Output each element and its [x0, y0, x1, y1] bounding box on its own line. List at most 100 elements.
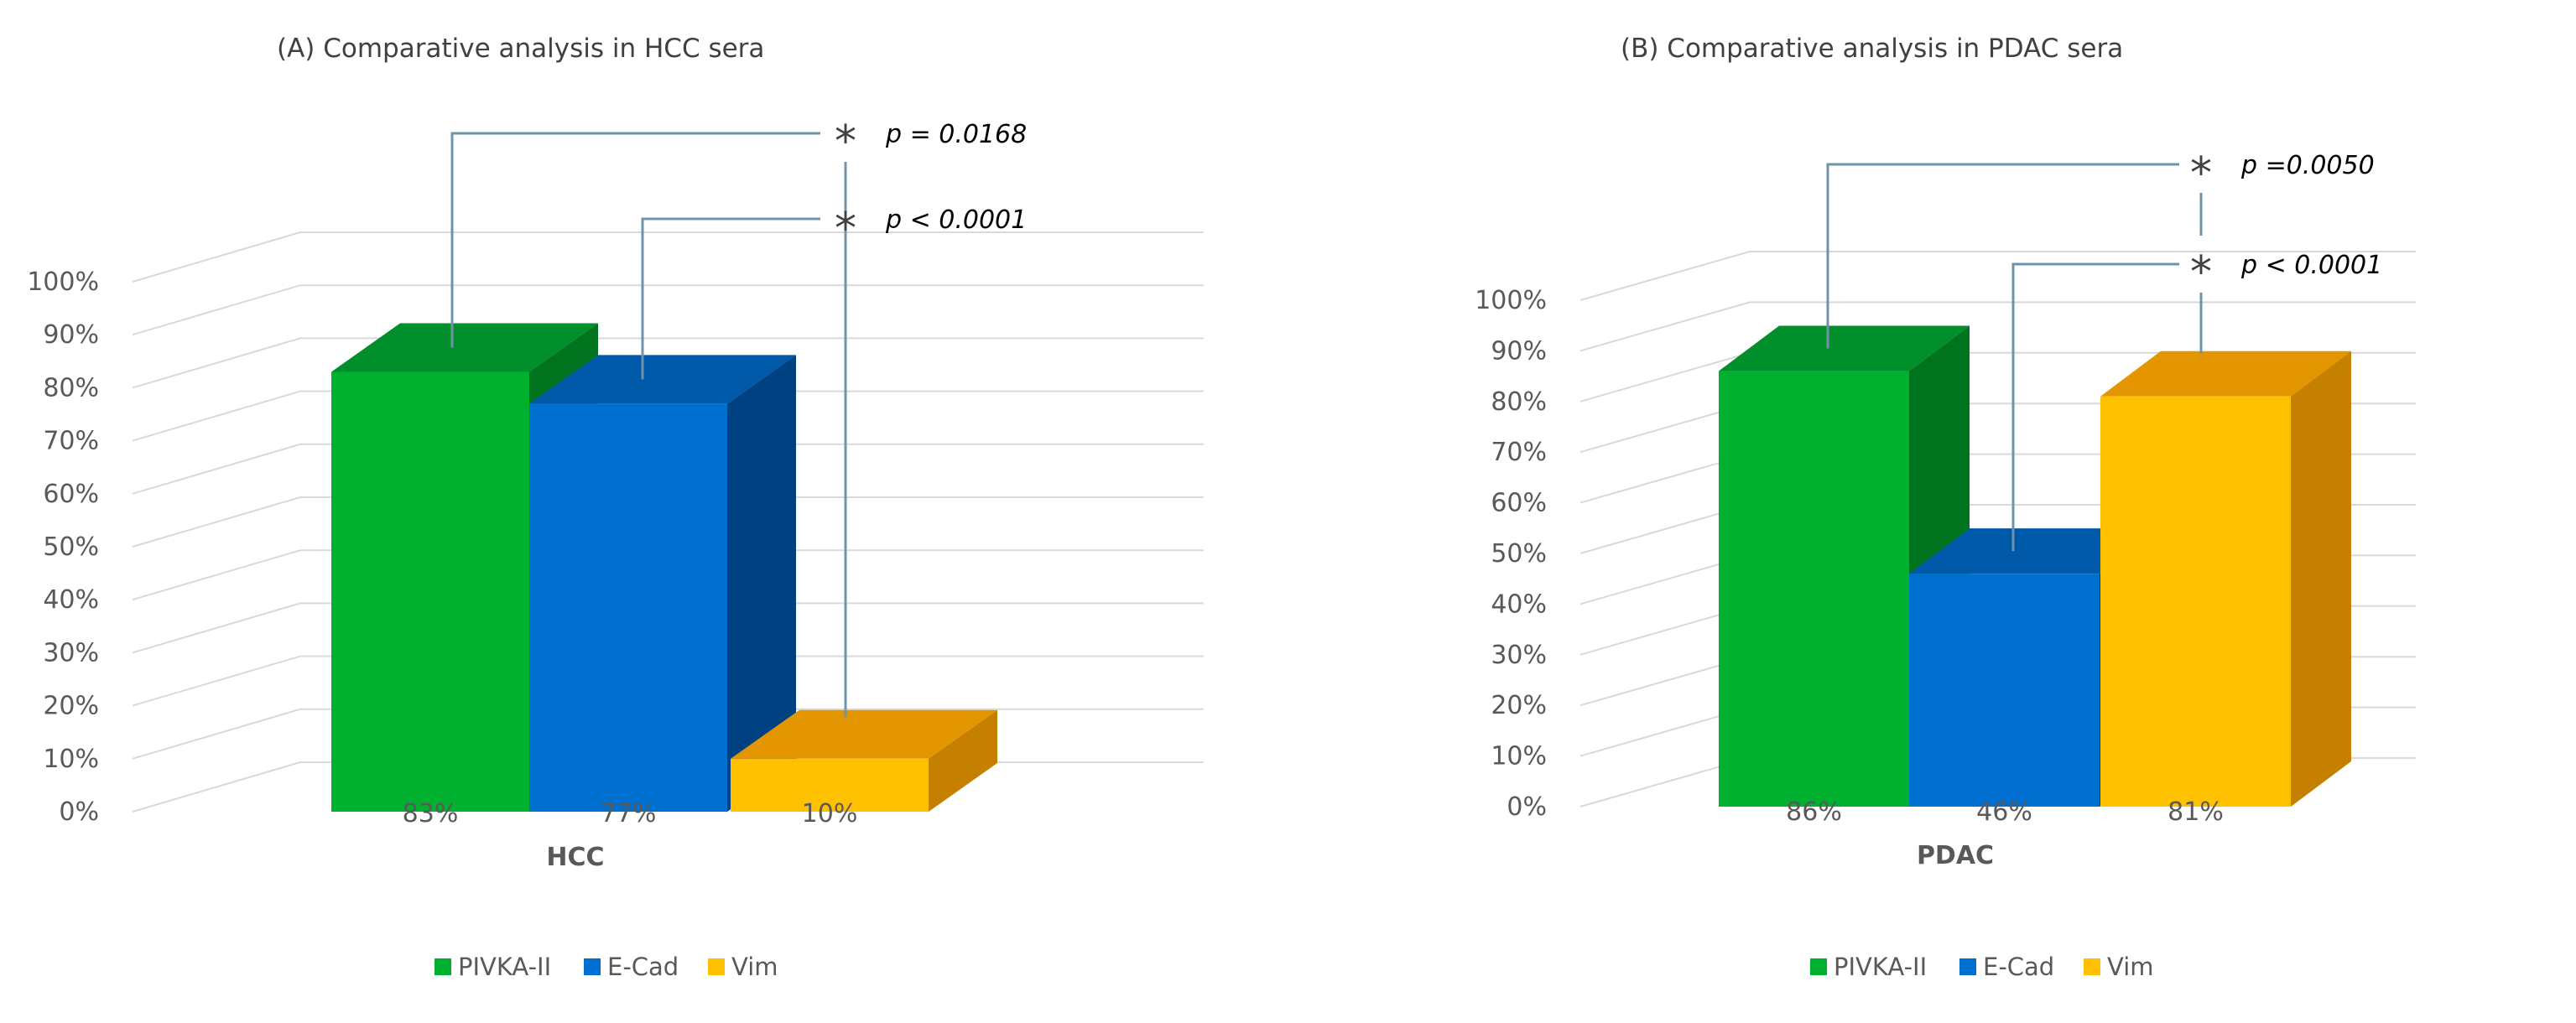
legend-label: PIVKA-II: [1834, 953, 1927, 981]
legend-label: Vim: [731, 953, 778, 981]
bar-front-face: [731, 758, 929, 812]
y-tick-label: 50%: [1491, 539, 1547, 569]
significance-annotation: * p < 0.0001: [2011, 247, 2382, 552]
legend-item: E-Cad: [584, 953, 679, 981]
y-tick-label: 10%: [1491, 742, 1547, 771]
legend: PIVKA-II E-Cad Vim: [435, 953, 778, 981]
x-axis-label: PDAC: [1917, 841, 1994, 870]
bracket-line: [641, 217, 820, 380]
chart-title: (A) Comparative analysis in HCC sera: [277, 34, 764, 64]
legend-swatch: [584, 958, 601, 975]
bar-vim: [731, 709, 997, 812]
significance-annotation: * p = 0.0168: [450, 117, 1027, 717]
y-tick-label: 30%: [1491, 641, 1547, 670]
y-tick-label: 50%: [43, 532, 99, 562]
bar-top-face: [731, 709, 997, 759]
legend-item: E-Cad: [1959, 953, 2054, 981]
chart-panel-a: (A) Comparative analysis in HCC sera 0% 10…: [27, 34, 1204, 981]
bar-value-label: 83%: [403, 799, 459, 828]
bar-side-face: [2291, 351, 2351, 807]
bar-value-label: 81%: [2167, 797, 2224, 827]
y-tick-label: 20%: [43, 692, 99, 721]
bar-top-face: [1719, 325, 1970, 371]
bar-front-face: [1909, 574, 2100, 807]
legend-item: Vim: [2084, 953, 2154, 981]
bar-top-face: [331, 323, 598, 372]
legend-swatch: [2084, 958, 2100, 975]
y-tick-label: 30%: [43, 638, 99, 667]
bar-top-face: [1909, 528, 2160, 574]
legend-item: PIVKA-II: [1810, 953, 1927, 981]
legend-swatch: [708, 958, 725, 975]
gridline: [132, 602, 1204, 654]
bar-top-face: [529, 355, 796, 404]
bar-value-label: 46%: [1976, 797, 2032, 827]
gridline: [132, 443, 1204, 495]
chart-panel-b: (B) Comparative analysis in PDAC sera 0% 1…: [1475, 34, 2416, 981]
bar-value-label: 77%: [601, 799, 657, 828]
significance-annotation: * p =0.0050: [1826, 148, 2375, 349]
bar-e-cad: [529, 355, 796, 812]
gridline: [132, 284, 1204, 336]
gridline: [132, 655, 1204, 707]
legend: PIVKA-II E-Cad Vim: [1810, 953, 2154, 981]
legend-label: PIVKA-II: [458, 953, 551, 981]
gridline: [132, 231, 1204, 283]
significance-star: *: [2190, 148, 2212, 199]
y-tick-label: 20%: [1491, 691, 1547, 720]
bracket-line: [1826, 163, 2179, 349]
significance-star: *: [2190, 247, 2212, 298]
p-value-label: p < 0.0001: [885, 205, 1027, 235]
gridline: [1579, 251, 2416, 301]
significance-annotation: * p < 0.0001: [641, 204, 1027, 380]
y-tick-label: 100%: [1475, 286, 1547, 315]
legend-swatch: [435, 958, 451, 975]
bar-top-face: [2100, 351, 2351, 397]
y-tick-label: 60%: [1491, 489, 1547, 518]
p-value-label: p =0.0050: [2240, 151, 2375, 180]
y-tick-label: 40%: [43, 585, 99, 615]
bar-value-label: 86%: [1786, 797, 1842, 827]
significance-star: *: [835, 204, 856, 254]
bracket-line: [2011, 262, 2179, 552]
legend-label: E-Cad: [607, 953, 679, 981]
bar-side-face: [929, 709, 997, 812]
y-tick-label: 90%: [1491, 336, 1547, 366]
y-tick-label: 0%: [1507, 792, 1547, 822]
y-tick-label: 90%: [43, 320, 99, 350]
y-tick-label: 60%: [43, 480, 99, 509]
p-value-label: p < 0.0001: [2240, 251, 2382, 280]
y-tick-label: 80%: [43, 373, 99, 402]
significance-star: *: [835, 117, 856, 167]
legend-swatch: [1810, 958, 1827, 975]
y-tick-label: 80%: [1491, 387, 1547, 417]
bracket-line: [450, 132, 820, 348]
gridline: [1579, 301, 2416, 352]
legend-item: Vim: [708, 953, 778, 981]
legend-label: E-Cad: [1983, 953, 2054, 981]
y-tick-label: 70%: [43, 427, 99, 456]
gridline: [132, 390, 1204, 442]
gridline: [132, 337, 1204, 389]
y-tick-label: 40%: [1491, 589, 1547, 619]
bar-front-face: [529, 403, 727, 812]
p-value-label: p = 0.0168: [885, 120, 1027, 149]
bar-vim: [2100, 351, 2351, 807]
gridline: [132, 496, 1204, 548]
y-tick-label: 100%: [27, 267, 99, 297]
legend-swatch: [1959, 958, 1976, 975]
bar-side-face: [727, 355, 796, 812]
gridline: [132, 708, 1204, 760]
bar-front-face: [1719, 371, 1909, 807]
bar-value-label: 10%: [802, 799, 858, 828]
gridline: [132, 549, 1204, 601]
bar-front-face: [2100, 396, 2291, 807]
legend-label: Vim: [2107, 953, 2154, 981]
y-tick-label: 0%: [59, 797, 99, 827]
legend-item: PIVKA-II: [435, 953, 551, 981]
y-tick-label: 10%: [43, 745, 99, 774]
x-axis-label: HCC: [546, 843, 604, 872]
bar-front-face: [331, 371, 529, 812]
chart-title: (B) Comparative analysis in PDAC sera: [1621, 34, 2123, 64]
